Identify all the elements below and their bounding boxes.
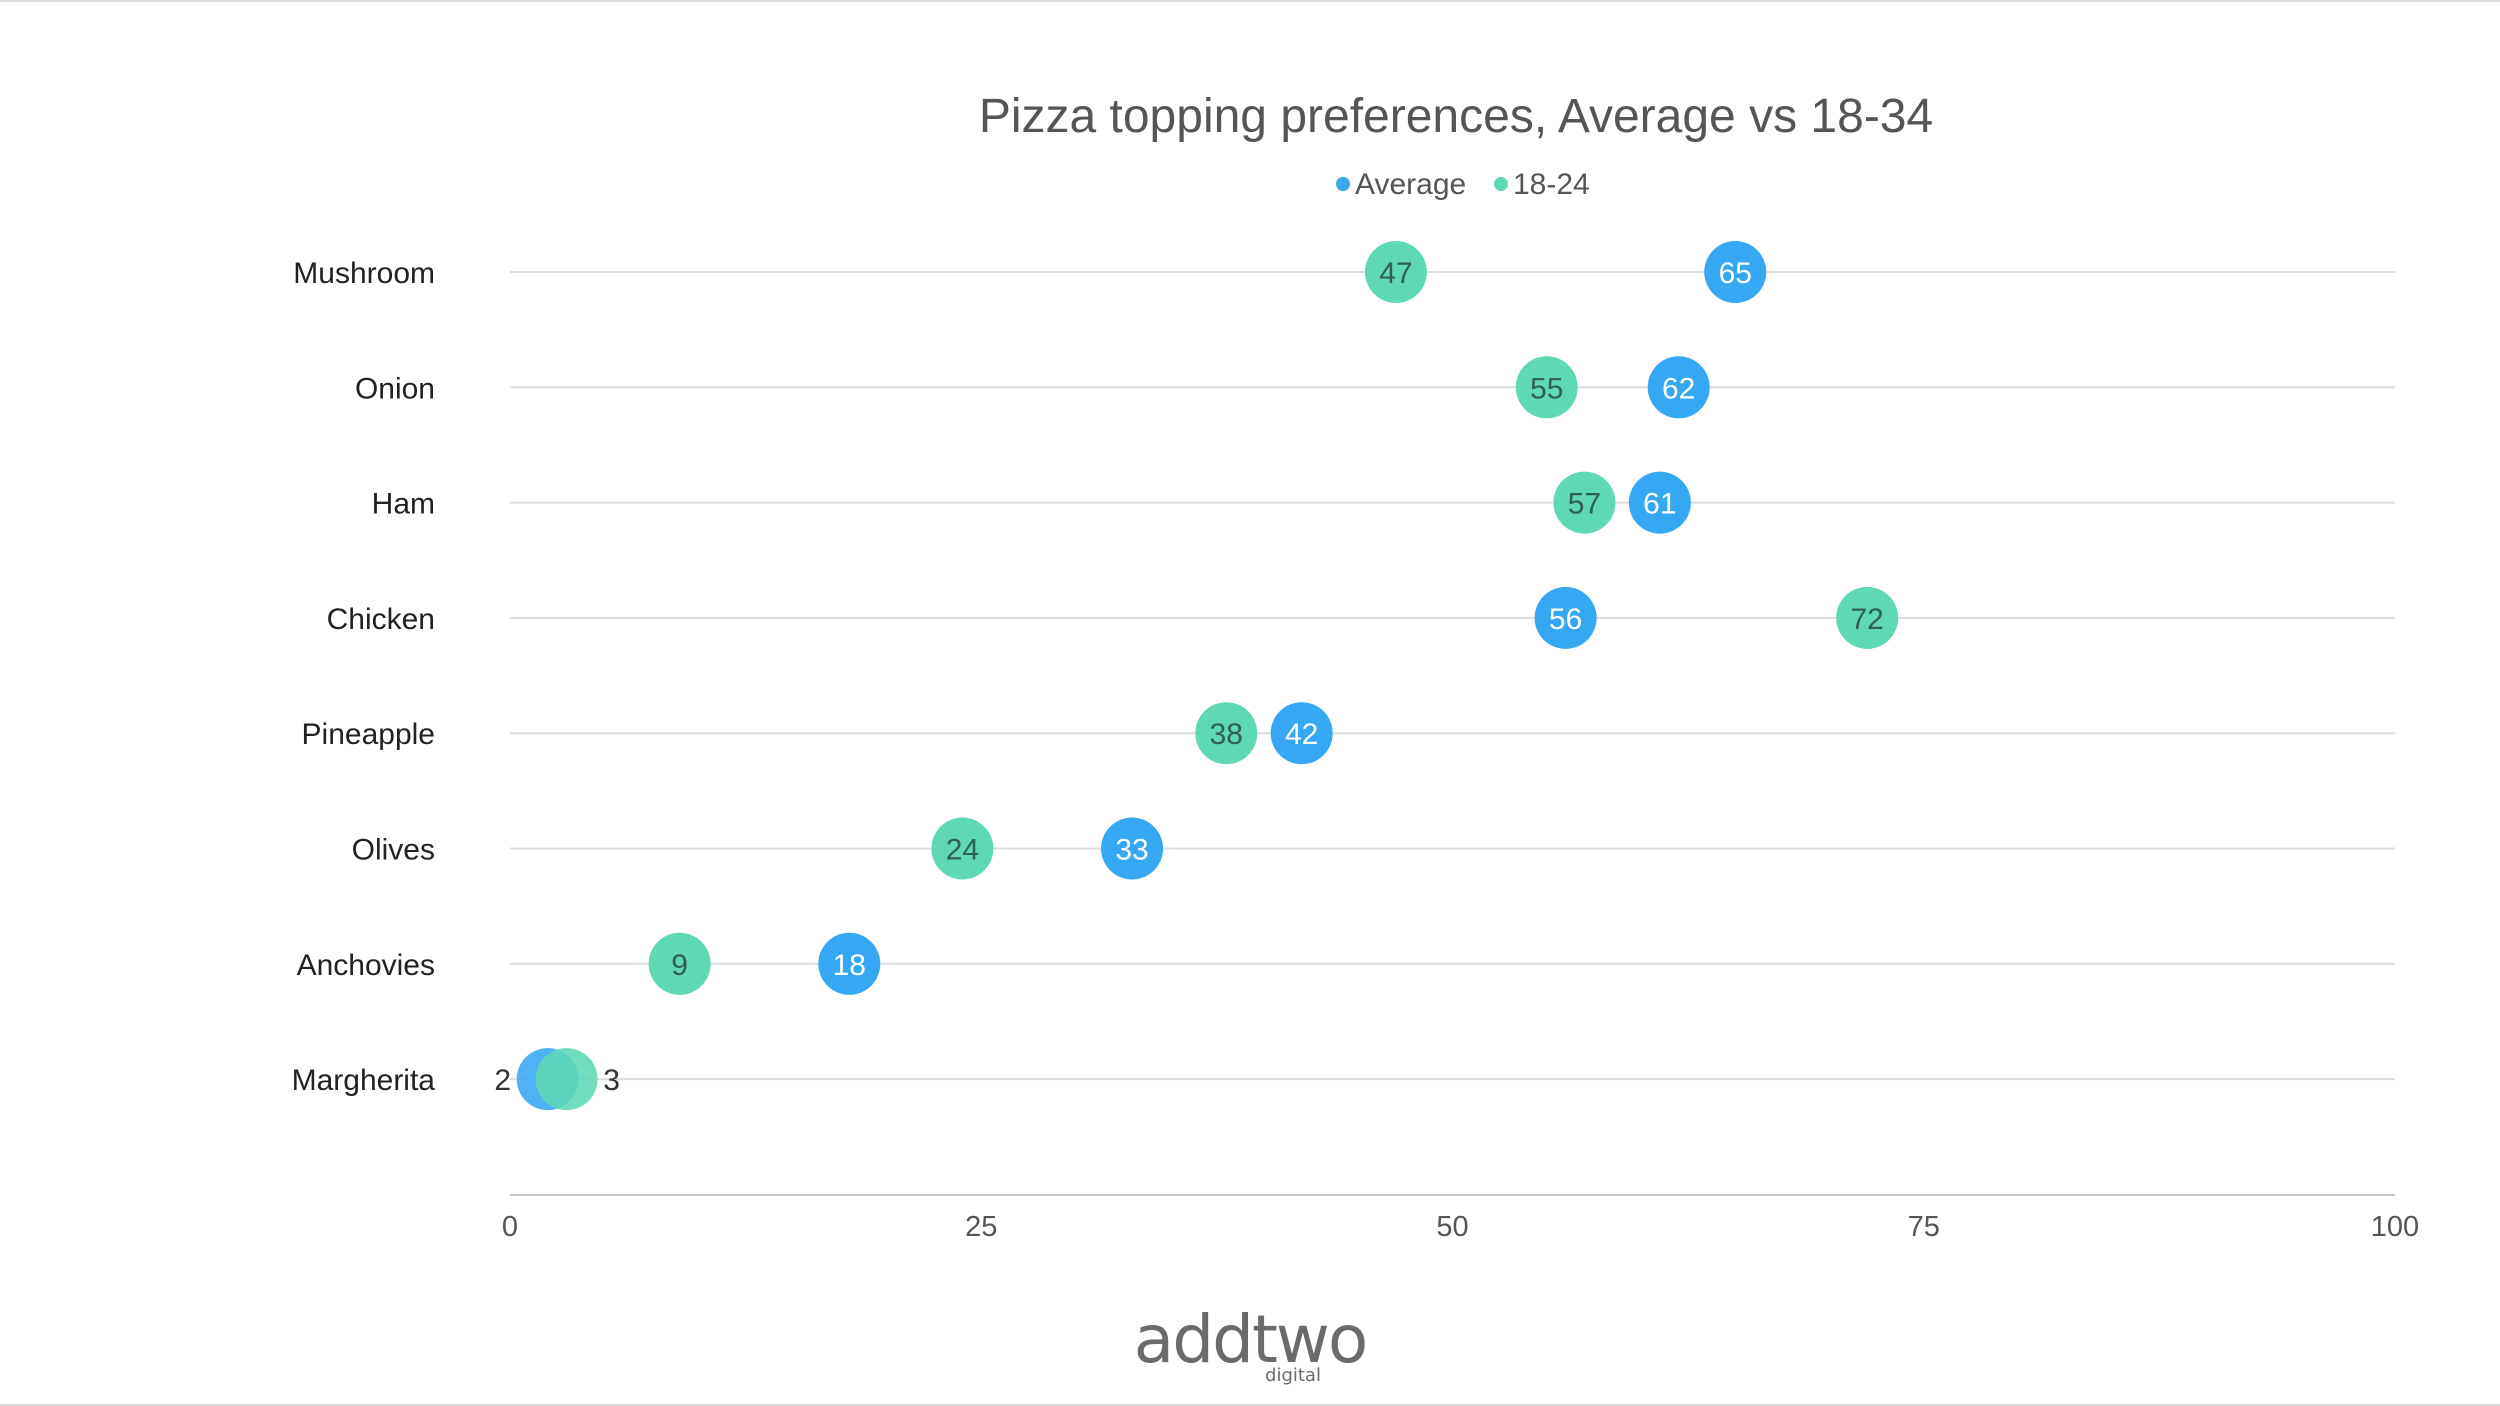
legend-label-2: 18-24: [1513, 168, 1590, 201]
data-point: [1270, 702, 1333, 765]
data-label: 62: [1662, 372, 1695, 405]
category-label: Ham: [372, 488, 435, 521]
x-tick-label: 75: [1908, 1211, 1940, 1243]
category-label: Margherita: [292, 1064, 436, 1097]
data-label: 3: [603, 1064, 620, 1097]
data-point: [1628, 471, 1691, 534]
data-label: 33: [1115, 834, 1148, 867]
data-point: [1195, 702, 1258, 765]
legend-marker-2: [1494, 177, 1508, 191]
data-label: 61: [1643, 488, 1676, 521]
data-label: 2: [494, 1064, 511, 1097]
data-point: [1515, 356, 1578, 419]
data-label: 72: [1851, 603, 1884, 636]
legend-label-1: Average: [1355, 168, 1466, 201]
legend-marker-1: [1336, 177, 1350, 191]
data-point: [1647, 356, 1710, 419]
data-label: 42: [1285, 718, 1318, 751]
logo-text: addtwo: [1134, 1301, 1366, 1378]
logo-subtext: digital: [1265, 1365, 1321, 1386]
data-label: 24: [946, 834, 979, 867]
data-label: 56: [1549, 603, 1582, 636]
category-label: Anchovies: [297, 949, 435, 982]
data-point: [648, 932, 711, 995]
chart-title: Pizza topping preferences, Average vs 18…: [979, 90, 1933, 143]
x-axis: 0 25 50 75 100: [502, 1194, 2419, 1243]
x-tick-label: 0: [502, 1211, 518, 1243]
data-label: 47: [1379, 257, 1412, 290]
data-point: [1836, 586, 1899, 649]
category-label: Olives: [352, 834, 435, 867]
data-label: 55: [1530, 372, 1563, 405]
data-point: [1704, 241, 1767, 303]
addtwo-logo: addtwo digital: [1134, 1301, 1368, 1386]
data-point: [1534, 586, 1597, 649]
category-label: Onion: [355, 372, 435, 405]
category-labels: Mushroom Onion Ham Chicken Pineapple Olives An…: [292, 257, 436, 1097]
category-label: Mushroom: [293, 257, 435, 290]
data-label: 57: [1568, 488, 1601, 521]
gridlines: [510, 271, 2395, 1081]
data-point: [1553, 471, 1616, 534]
category-label: Chicken: [327, 603, 435, 636]
data-marks: 65 47 62 55 61 57 56 72 42 38 33 24 18 9 2 3: [494, 241, 1899, 1111]
x-tick-label: 25: [965, 1211, 997, 1243]
data-label: 38: [1210, 718, 1243, 751]
data-label: 65: [1719, 257, 1752, 290]
x-tick-label: 100: [2371, 1211, 2419, 1243]
data-point: [818, 932, 881, 995]
legend: Average 18-24: [1336, 168, 1590, 201]
x-tick-label: 50: [1436, 1211, 1468, 1243]
data-point: [1364, 241, 1427, 303]
data-label: 9: [671, 949, 688, 982]
data-point: [931, 817, 994, 880]
data-point: [535, 1048, 598, 1111]
data-label: 18: [833, 949, 866, 982]
category-label: Pineapple: [302, 718, 435, 751]
data-point: [1101, 817, 1164, 880]
